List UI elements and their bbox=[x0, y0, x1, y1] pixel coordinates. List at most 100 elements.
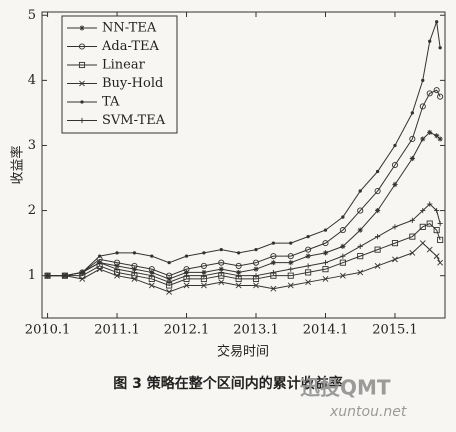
marker bbox=[148, 282, 155, 289]
watermark: xuntou.net bbox=[329, 404, 407, 420]
marker bbox=[433, 227, 440, 234]
marker bbox=[392, 224, 398, 230]
marker bbox=[339, 272, 346, 279]
marker bbox=[80, 100, 84, 104]
marker bbox=[114, 272, 120, 279]
marker bbox=[131, 266, 138, 272]
x-tick-label: 2015.1 bbox=[372, 323, 418, 338]
marker bbox=[131, 269, 138, 276]
marker bbox=[322, 240, 329, 247]
x-tick-label: 2011.1 bbox=[94, 323, 140, 338]
y-tick-label: 4 bbox=[28, 73, 36, 88]
marker bbox=[393, 143, 397, 148]
marker bbox=[340, 253, 346, 259]
marker bbox=[438, 46, 442, 50]
marker bbox=[375, 234, 381, 240]
marker bbox=[322, 260, 329, 266]
marker bbox=[149, 269, 155, 276]
x-tick-label: 2010.1 bbox=[25, 323, 71, 338]
marker bbox=[420, 207, 426, 214]
marker bbox=[375, 169, 380, 174]
marker bbox=[409, 249, 416, 256]
marker bbox=[201, 273, 207, 279]
marker bbox=[132, 251, 137, 255]
caption: 图 3 策略在整个区间内的累计收益率 bbox=[113, 375, 343, 392]
y-tick-label: 5 bbox=[28, 8, 36, 23]
marker bbox=[357, 227, 363, 233]
marker bbox=[435, 20, 439, 24]
legend-label: Linear bbox=[102, 58, 146, 73]
marker bbox=[391, 161, 399, 169]
marker bbox=[200, 282, 207, 289]
marker bbox=[183, 273, 190, 279]
marker bbox=[427, 129, 433, 136]
marker bbox=[437, 259, 444, 266]
marker bbox=[409, 155, 415, 162]
marker bbox=[426, 246, 433, 253]
marker bbox=[357, 253, 364, 260]
marker bbox=[115, 251, 119, 255]
marker bbox=[78, 61, 86, 69]
marker bbox=[409, 233, 416, 240]
marker bbox=[253, 273, 259, 279]
series-line bbox=[47, 131, 441, 280]
marker bbox=[341, 215, 345, 219]
marker bbox=[200, 262, 207, 269]
marker bbox=[305, 263, 311, 269]
marker bbox=[97, 260, 103, 266]
marker bbox=[358, 189, 362, 193]
series-line bbox=[47, 21, 441, 277]
marker bbox=[271, 241, 276, 245]
y-tick-label: 2 bbox=[28, 203, 36, 218]
marker bbox=[270, 269, 276, 276]
y-tick-label: 1 bbox=[28, 268, 36, 283]
marker bbox=[419, 223, 426, 230]
marker bbox=[183, 282, 190, 289]
marker bbox=[270, 285, 277, 292]
marker bbox=[419, 103, 426, 110]
marker bbox=[437, 93, 444, 100]
marker bbox=[420, 136, 426, 142]
marker bbox=[236, 273, 242, 279]
marker bbox=[322, 276, 329, 282]
marker bbox=[433, 87, 440, 94]
marker bbox=[114, 263, 120, 269]
marker bbox=[426, 90, 433, 97]
marker bbox=[288, 266, 294, 272]
marker bbox=[375, 207, 381, 214]
marker bbox=[322, 250, 329, 256]
plot-frame bbox=[41, 11, 446, 319]
marker bbox=[79, 276, 86, 282]
marker bbox=[428, 39, 432, 43]
marker bbox=[253, 282, 259, 289]
marker bbox=[374, 262, 381, 269]
marker bbox=[340, 243, 346, 249]
marker bbox=[44, 273, 51, 279]
marker bbox=[434, 133, 440, 139]
marker bbox=[131, 276, 138, 282]
marker bbox=[306, 234, 310, 239]
watermark: 迅投QMT bbox=[300, 376, 391, 400]
marker bbox=[374, 246, 381, 253]
marker bbox=[270, 260, 276, 266]
marker bbox=[289, 241, 293, 245]
marker bbox=[323, 228, 328, 232]
marker bbox=[150, 254, 154, 258]
legend-label: Buy-Hold bbox=[102, 76, 163, 91]
legend-label: NN-TEA bbox=[102, 21, 157, 36]
marker bbox=[433, 253, 440, 260]
marker bbox=[79, 25, 85, 31]
marker bbox=[114, 266, 120, 272]
marker bbox=[218, 279, 225, 286]
legend-label: Ada-TEA bbox=[101, 39, 160, 54]
marker bbox=[419, 240, 426, 247]
marker bbox=[201, 269, 207, 276]
marker bbox=[167, 261, 171, 265]
marker bbox=[183, 269, 190, 276]
marker bbox=[392, 181, 398, 188]
marker bbox=[79, 269, 85, 276]
marker bbox=[409, 135, 416, 143]
marker bbox=[421, 78, 425, 83]
marker bbox=[79, 117, 85, 124]
